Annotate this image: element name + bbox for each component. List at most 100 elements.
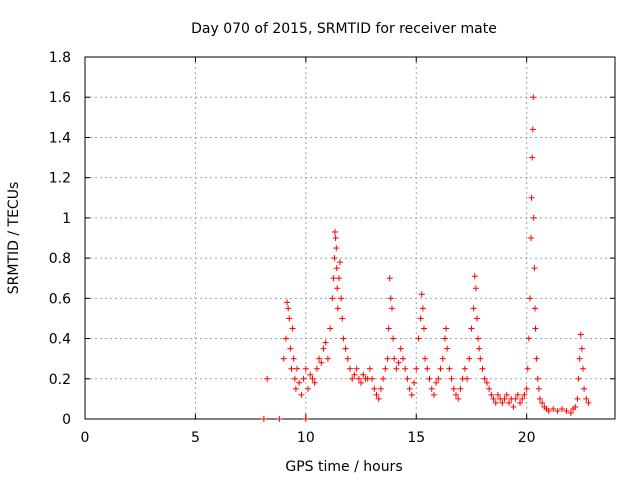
data-point <box>324 355 331 362</box>
data-point <box>418 291 425 298</box>
data-point <box>490 395 497 402</box>
data-point <box>391 355 398 362</box>
data-point <box>404 375 411 382</box>
data-point <box>369 375 376 382</box>
data-point <box>506 399 512 406</box>
data-point <box>420 325 427 332</box>
data-point <box>284 299 291 306</box>
data-point <box>390 335 397 342</box>
data-point <box>466 355 473 362</box>
points-layer <box>260 94 592 422</box>
data-point <box>302 365 309 372</box>
data-point <box>525 335 532 342</box>
data-point <box>327 325 334 332</box>
data-point <box>296 379 303 386</box>
data-point <box>453 391 459 398</box>
data-point <box>529 154 536 161</box>
data-point <box>486 385 493 392</box>
data-point <box>360 371 367 378</box>
axis-layer <box>84 56 616 420</box>
data-point <box>441 335 448 342</box>
data-point <box>579 365 586 372</box>
data-point <box>575 375 582 382</box>
data-point <box>512 395 519 402</box>
chart-title: Day 070 of 2015, SRMTID for receiver mat… <box>191 21 497 37</box>
data-point <box>417 315 424 322</box>
data-point <box>475 335 482 342</box>
y-tick-label: 0.2 <box>49 372 71 388</box>
data-point <box>400 355 406 362</box>
y-tick-label: 1.8 <box>49 50 71 66</box>
data-point <box>264 375 271 382</box>
data-point <box>578 345 585 352</box>
data-point <box>457 385 464 392</box>
data-point <box>386 275 393 282</box>
data-point <box>424 365 431 372</box>
data-point <box>294 365 300 372</box>
data-point <box>322 339 329 346</box>
data-point <box>415 335 422 342</box>
data-point <box>334 285 341 292</box>
data-point <box>450 385 457 392</box>
data-point <box>408 391 415 398</box>
data-point <box>393 365 400 372</box>
data-point <box>355 375 362 382</box>
data-point <box>531 265 538 272</box>
data-point <box>468 325 475 332</box>
data-point <box>311 379 318 386</box>
data-point <box>320 345 327 352</box>
data-point <box>499 399 506 406</box>
data-point <box>337 259 344 266</box>
data-point <box>382 365 389 372</box>
data-point <box>572 403 579 410</box>
data-point <box>528 194 535 201</box>
data-point <box>444 345 451 352</box>
data-point <box>289 325 296 332</box>
y-tick-label: 1.2 <box>49 171 71 187</box>
data-point <box>380 375 387 382</box>
data-point <box>472 285 479 292</box>
data-point <box>331 255 338 262</box>
data-point <box>353 365 360 372</box>
data-point <box>282 335 289 342</box>
data-point <box>318 359 325 366</box>
data-point <box>477 355 484 362</box>
data-point <box>437 365 444 372</box>
y-tick-label: 0.8 <box>49 251 71 267</box>
y-tick-label: 0.6 <box>49 291 71 307</box>
data-point <box>316 355 323 362</box>
x-axis-label: GPS time / hours <box>285 459 402 475</box>
data-point <box>430 391 437 398</box>
data-point <box>533 355 540 362</box>
data-point <box>530 94 537 101</box>
data-point <box>366 365 373 372</box>
data-point <box>371 385 378 392</box>
data-point <box>554 407 561 414</box>
data-point <box>300 375 307 382</box>
data-point <box>413 365 420 372</box>
data-point <box>529 126 536 133</box>
data-point <box>574 395 581 402</box>
data-point <box>534 375 541 382</box>
data-point <box>523 385 530 392</box>
data-point <box>528 235 535 241</box>
data-point <box>351 371 358 378</box>
data-point <box>373 391 380 398</box>
data-point <box>285 305 292 312</box>
data-point <box>333 265 340 272</box>
data-point <box>448 375 455 382</box>
data-point <box>287 345 294 352</box>
data-point <box>464 375 471 382</box>
data-point <box>501 395 508 402</box>
data-point <box>539 399 546 406</box>
data-point <box>377 385 384 392</box>
data-point <box>545 407 552 414</box>
data-point <box>347 365 353 372</box>
data-point <box>526 295 533 302</box>
y-tick-label: 1 <box>62 211 71 227</box>
data-point <box>329 295 336 302</box>
data-point <box>422 355 429 362</box>
x-tick-label: 5 <box>191 430 200 446</box>
